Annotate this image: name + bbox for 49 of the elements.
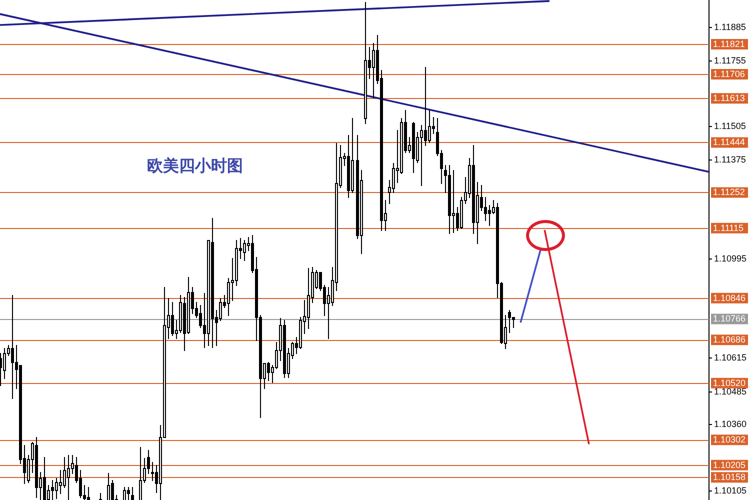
candlestick: [267, 362, 270, 382]
ref-line-label: 1.10766: [713, 314, 746, 324]
y-tick-label: 1.11375: [714, 154, 746, 165]
candlestick: [508, 310, 511, 334]
candlestick: [171, 302, 174, 336]
ref-line-label: 1.10846: [713, 292, 746, 303]
y-tick-label: 1.11755: [714, 56, 746, 66]
candlestick: [151, 462, 154, 482]
y-tick-label: 1.10105: [714, 485, 747, 496]
candlestick: [488, 204, 491, 226]
candlestick: [59, 470, 62, 494]
ref-line-label: 1.10158: [713, 472, 746, 482]
y-tick-label: 1.10360: [714, 418, 747, 429]
candlestick: [243, 240, 246, 262]
candlestick: [111, 480, 114, 500]
ref-line-label: 1.10686: [713, 334, 746, 345]
ref-line-label: 1.10520: [713, 378, 746, 388]
ref-line-label: 1.11706: [713, 68, 745, 79]
candlestick: [87, 486, 90, 500]
candlestick: [127, 486, 130, 500]
ref-line-label: 1.11115: [713, 222, 744, 233]
candlestick: [428, 110, 431, 144]
candlestick: [307, 268, 310, 330]
candlestick: [484, 196, 487, 222]
ref-line-label: 1.10302: [713, 434, 746, 445]
candlestick: [424, 66, 427, 146]
y-tick-label: 1.10615: [714, 352, 747, 363]
candlestick: [43, 456, 46, 500]
candlestick: [11, 294, 14, 400]
y-tick-label: 1.11505: [714, 120, 746, 131]
ref-line-label: 1.11252: [713, 187, 745, 198]
text: 欧美四小时图: [146, 156, 243, 175]
candlestick: [219, 298, 222, 322]
candlestick: [452, 170, 455, 234]
ref-line-label: 1.11613: [713, 93, 745, 104]
candlestick: [227, 278, 230, 316]
candlestick: [372, 42, 375, 98]
candlestick: [3, 348, 6, 380]
candlestick: [420, 124, 423, 186]
candlestick: [131, 486, 134, 500]
candlestick: [392, 162, 395, 194]
ref-line-label: 1.11821: [713, 38, 745, 49]
candlestick: [51, 480, 54, 500]
y-tick-label: 1.10995: [714, 254, 747, 264]
y-tick-label: 1.10485: [714, 386, 747, 396]
candlestick: [63, 456, 66, 488]
ref-line-label: 1.11444: [713, 137, 745, 148]
ref-line-label: 1.10205: [713, 460, 746, 470]
y-tick-label: 1.11885: [714, 22, 746, 32]
